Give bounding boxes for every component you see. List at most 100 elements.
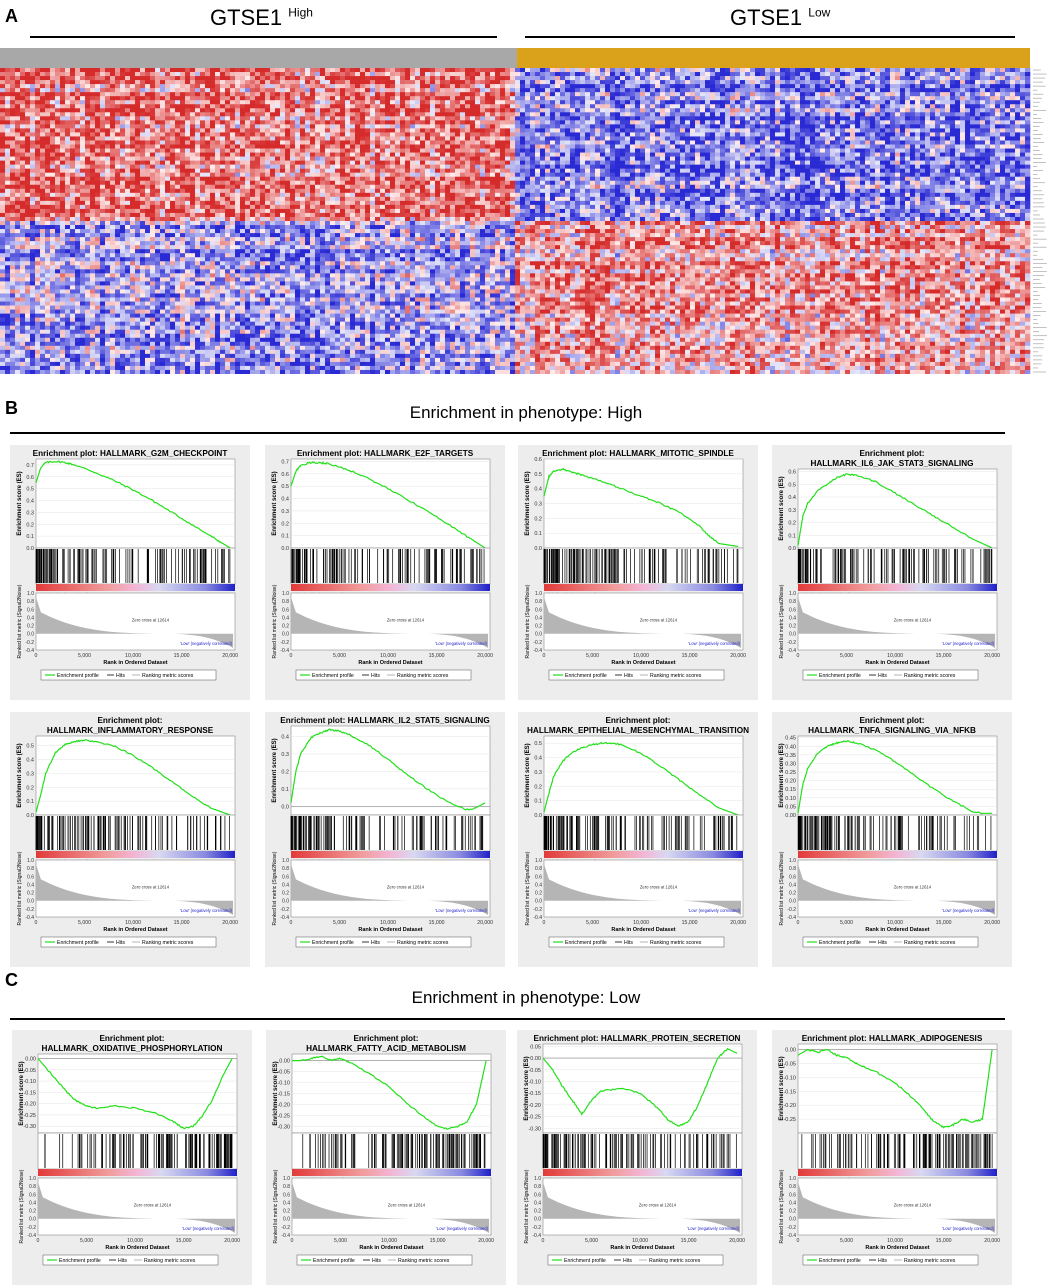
metric-tick-label: -0.2 — [280, 907, 289, 913]
es-plot-area — [291, 459, 490, 548]
es-tick-label: 0.2 — [281, 521, 289, 527]
zero-cross-label: Zero cross at 12614 — [387, 618, 425, 623]
metric-tick-label: -0.4 — [25, 915, 34, 921]
x-tick-label: 5,000 — [78, 920, 91, 926]
legend-metric-label: Ranking metric scores — [650, 940, 702, 946]
metric-tick-label: -0.2 — [533, 640, 542, 646]
gsea-plot-1: Enrichment plot: HALLMARK_G2M_CHECKPOINT… — [10, 445, 250, 700]
zero-cross-label: Zero cross at 12614 — [134, 1203, 172, 1208]
metric-tick-label: 0.6 — [282, 874, 289, 880]
es-y-label: Enrichment score (ES) — [17, 471, 23, 535]
es-y-label: Enrichment score (ES) — [779, 743, 785, 807]
metric-tick-label: 0.4 — [27, 882, 34, 888]
plot-title: Enrichment plot: — [353, 1034, 418, 1043]
es-tick-label: 0.00 — [25, 1057, 36, 1063]
x-tick-label: 5,000 — [334, 1238, 347, 1244]
metric-y-label: Ranked list metric (Signal2Noise) — [524, 1169, 530, 1243]
es-tick-label: 0.4 — [26, 499, 34, 505]
x-axis-label: Rank in Ordered Dataset — [611, 660, 675, 666]
x-tick-label: 10,000 — [887, 1238, 903, 1244]
plot-title: HALLMARK_TNFA_SIGNALING_VIA_NFKB — [808, 726, 976, 735]
legend-hits-label: Hits — [624, 940, 633, 946]
zero-cross-label: Zero cross at 12614 — [894, 885, 932, 890]
es-tick-label: 0.05 — [530, 1044, 541, 1050]
metric-y-label: Ranked list metric (Signal2Noise) — [272, 851, 278, 925]
x-tick-label: 15,000 — [681, 1238, 697, 1244]
es-tick-label: -0.10 — [528, 1079, 541, 1085]
legend-metric-label: Ranking metric scores — [144, 1258, 196, 1264]
es-tick-label: 0.00 — [279, 1059, 290, 1065]
es-tick-label: 0.5 — [534, 741, 542, 747]
legend-profile-label: Enrichment profile — [57, 940, 99, 946]
es-tick-label: 0.1 — [26, 799, 34, 805]
legend-metric-label: Ranking metric scores — [142, 940, 194, 946]
x-tick-label: 5,000 — [585, 1238, 598, 1244]
metric-tick-label: 1.0 — [789, 1176, 796, 1182]
x-tick-label: 20,000 — [730, 653, 746, 659]
metric-tick-label: 0.2 — [29, 1209, 36, 1215]
legend-hits-label: Hits — [371, 940, 380, 946]
es-tick-label: 0.3 — [26, 510, 34, 516]
metric-tick-label: 0.2 — [282, 624, 289, 630]
plot-title: HALLMARK_INFLAMMATORY_RESPONSE — [47, 726, 214, 735]
metric-tick-label: -0.4 — [787, 648, 796, 654]
negative-label: 'Low' (negatively correlated) — [688, 908, 740, 913]
x-tick-label: 20,000 — [984, 653, 1000, 659]
legend-hits-label: Hits — [623, 1258, 632, 1264]
es-plot-area — [291, 726, 490, 815]
zero-cross-label: Zero cross at 12614 — [640, 618, 678, 623]
hit-marks — [36, 816, 230, 850]
metric-tick-label: 1.0 — [535, 858, 542, 864]
metric-y-label: Ranked list metric (Signal2Noise) — [779, 851, 785, 925]
metric-y-label: Ranked list metric (Signal2Noise) — [779, 584, 785, 658]
es-tick-label: -0.05 — [277, 1070, 290, 1076]
es-tick-label: 0.00 — [530, 1056, 541, 1062]
x-tick-label: 0 — [291, 1238, 294, 1244]
plot-title: Enrichment plot: HALLMARK_IL2_STAT5_SIGN… — [280, 716, 489, 725]
metric-y-label: Ranked list metric (Signal2Noise) — [525, 584, 531, 658]
es-tick-label: -0.20 — [23, 1102, 36, 1108]
gtse1-low-text: GTSE1 — [730, 5, 802, 30]
x-tick-label: 0 — [543, 653, 546, 659]
es-tick-label: -0.10 — [277, 1081, 290, 1087]
es-tick-label: 0.5 — [26, 487, 34, 493]
zero-cross-label: Zero cross at 12614 — [894, 1203, 932, 1208]
metric-tick-label: -0.2 — [25, 640, 34, 646]
es-tick-label: -0.20 — [277, 1102, 290, 1108]
es-tick-label: 0.25 — [785, 770, 796, 776]
x-tick-label: 15,000 — [429, 920, 445, 926]
low-rule — [525, 36, 1015, 38]
es-tick-label: 0.45 — [785, 736, 796, 742]
plot-title: Enrichment plot: HALLMARK_MITOTIC_SPINDL… — [542, 449, 734, 458]
metric-tick-label: 0.6 — [789, 1192, 796, 1198]
x-axis-label: Rank in Ordered Dataset — [103, 660, 167, 666]
metric-tick-label: 0.0 — [282, 899, 289, 905]
es-tick-label: 0.0 — [534, 546, 542, 552]
negative-label: 'Low' (negatively correlated) — [435, 908, 487, 913]
metric-tick-label: 0.0 — [27, 899, 34, 905]
plot-title: Enrichment plot: HALLMARK_ADIPOGENESIS — [802, 1034, 983, 1043]
metric-tick-label: 0.2 — [535, 891, 542, 897]
x-tick-label: 15,000 — [682, 653, 698, 659]
x-tick-label: 5,000 — [840, 1238, 853, 1244]
x-tick-label: 15,000 — [430, 1238, 446, 1244]
metric-tick-label: 0.8 — [789, 599, 796, 605]
metric-tick-label: 0.2 — [789, 624, 796, 630]
legend-metric-label: Ranking metric scores — [904, 673, 956, 679]
metric-tick-label: 0.4 — [535, 882, 542, 888]
metric-tick-label: 0.4 — [789, 615, 796, 621]
metric-tick-label: 1.0 — [29, 1176, 36, 1182]
plot-title: Enrichment plot: HALLMARK_G2M_CHECKPOINT — [33, 449, 228, 458]
zero-cross-label: Zero cross at 12614 — [132, 885, 170, 890]
metric-tick-label: 0.8 — [282, 866, 289, 872]
metric-y-label: Ranked list metric (Signal2Noise) — [273, 1169, 279, 1243]
x-tick-label: 0 — [290, 653, 293, 659]
metric-tick-label: 0.0 — [789, 632, 796, 638]
plot-title: Enrichment plot: HALLMARK_E2F_TARGETS — [297, 449, 474, 458]
gtse1-low-label: GTSE1 Low — [730, 5, 830, 31]
legend-profile-label: Enrichment profile — [565, 673, 607, 679]
gsea-plot-9: Enrichment plot:HALLMARK_OXIDATIVE_PHOSP… — [12, 1030, 252, 1285]
es-tick-label: 0.1 — [534, 531, 542, 537]
low-group-bar — [517, 48, 1030, 68]
legend-profile-label: Enrichment profile — [313, 1258, 355, 1264]
